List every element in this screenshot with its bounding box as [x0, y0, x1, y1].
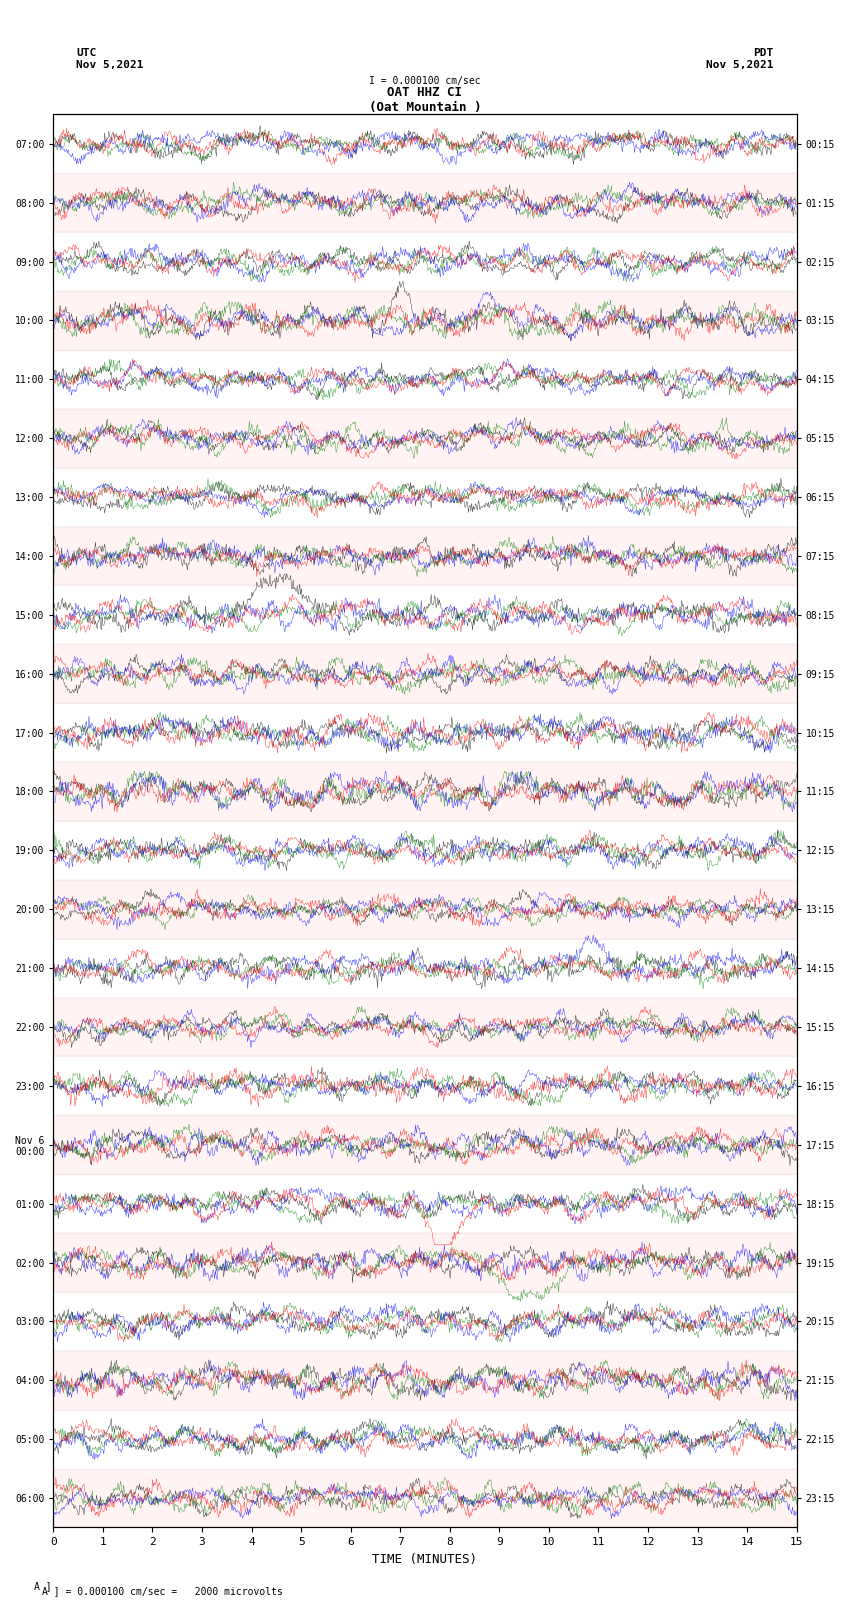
Bar [54, 1115, 796, 1174]
Text: UTC: UTC [76, 48, 97, 58]
Text: Nov 5,2021: Nov 5,2021 [76, 60, 144, 69]
Text: A ] = 0.000100 cm/sec =   2000 microvolts: A ] = 0.000100 cm/sec = 2000 microvolts [42, 1586, 283, 1595]
Bar [54, 1350, 796, 1410]
Bar [54, 1232, 796, 1292]
Title: OAT HHZ CI
(Oat Mountain ): OAT HHZ CI (Oat Mountain ) [369, 87, 481, 115]
X-axis label: TIME (MINUTES): TIME (MINUTES) [372, 1553, 478, 1566]
Text: PDT: PDT [753, 48, 774, 58]
Bar [54, 879, 796, 939]
Bar [54, 526, 796, 586]
Text: Nov 5,2021: Nov 5,2021 [706, 60, 774, 69]
Text: I = 0.000100 cm/sec: I = 0.000100 cm/sec [369, 76, 481, 85]
Bar [54, 997, 796, 1057]
Bar [54, 408, 796, 468]
Bar [54, 290, 796, 350]
Bar [54, 761, 796, 821]
Text: A ]: A ] [34, 1581, 52, 1590]
Bar [54, 173, 796, 232]
Bar [54, 1468, 796, 1528]
Bar [54, 644, 796, 703]
